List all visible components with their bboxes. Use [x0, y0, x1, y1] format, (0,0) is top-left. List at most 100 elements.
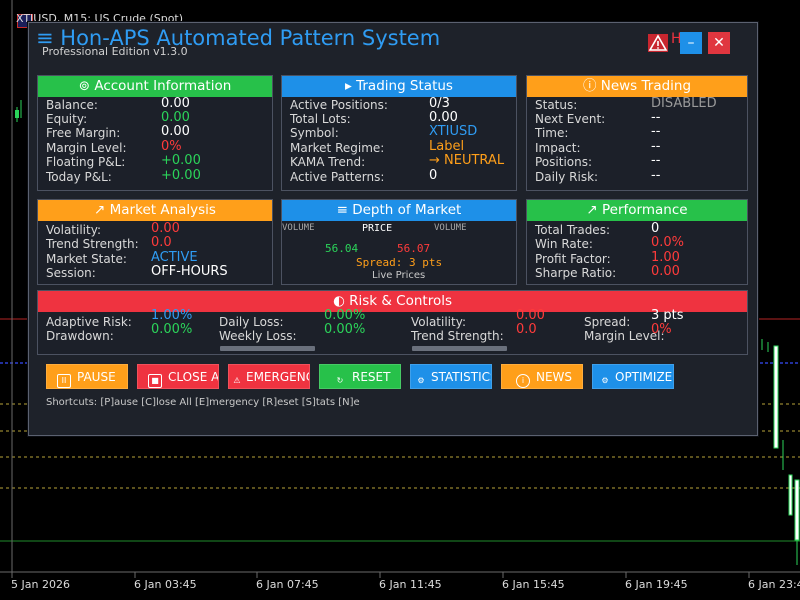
market-label: Trend Strength: [46, 237, 139, 251]
trading-label: Active Positions: [290, 98, 388, 112]
daily-loss-value: 0.00% [324, 308, 366, 323]
shortcuts-hint: Shortcuts: [P]ause [C]lose All [E]mergen… [46, 397, 360, 408]
performance-value: 0 [651, 221, 660, 236]
news-value: -- [651, 139, 661, 154]
risk-label: Volatility: [411, 315, 466, 329]
trend-slider[interactable] [412, 346, 507, 351]
risk-trend-value: 0.0 [516, 322, 537, 337]
market-value: OFF-HOURS [151, 264, 228, 279]
news-button[interactable]: i NEWS [501, 364, 583, 389]
risk-card-title: Risk & Controls [349, 293, 452, 309]
account-value: 0.00 [161, 124, 190, 139]
trading-value: → NEUTRAL [429, 153, 505, 168]
news-value: DISABLED [651, 96, 717, 111]
trading-value: Label [429, 139, 465, 154]
trading-label: Total Lots: [290, 112, 351, 126]
account-card-title: Account Information [94, 78, 232, 94]
time-label: 6 Jan 03:45 [134, 578, 197, 591]
performance-value: 0.0% [651, 235, 685, 250]
trend-up-icon: ↗ [586, 202, 603, 218]
shield-icon: ◐ [332, 293, 350, 309]
news-label: Positions: [535, 155, 593, 169]
time-label: 6 Jan 11:45 [379, 578, 442, 591]
time-label: 6 Jan 23:4 [748, 578, 800, 591]
performance-value: 1.00 [651, 250, 680, 265]
refresh-icon: ↻ [336, 376, 344, 385]
depth-col-volume-right: VOLUME [434, 223, 467, 233]
minimize-button[interactable]: – [680, 32, 702, 54]
news-label: NEWS [536, 370, 573, 384]
reset-button[interactable]: ↻ RESET [319, 364, 401, 389]
news-label: Status: [535, 98, 578, 112]
account-value: 0.00 [161, 110, 190, 125]
market-value: 0.00 [151, 221, 180, 236]
statistics-label: STATISTICS [431, 370, 492, 384]
trading-card: ▸ Trading Status Active Positions: 0/3 T… [281, 75, 517, 191]
emergency-label: EMERGENCY [246, 370, 309, 384]
ask-price: 56.07 [397, 242, 431, 255]
stop-icon: ■ [148, 374, 162, 388]
emergency-button[interactable]: ⚠ EMERGENCY [228, 364, 310, 389]
account-value: 0% [161, 139, 182, 154]
trading-label: Active Patterns: [290, 170, 385, 184]
adaptive-risk-value: 1.00% [151, 308, 193, 323]
news-value: -- [651, 124, 661, 139]
depth-card: ≡ Depth of Market VOLUME PRICE VOLUME 56… [281, 199, 517, 285]
drawdown-value: 0.00% [151, 322, 193, 337]
close-button[interactable]: ✕ [708, 32, 730, 54]
account-card: ⊚ Account Information Balance: 0.00 Equi… [37, 75, 273, 191]
performance-label: Sharpe Ratio: [535, 266, 617, 280]
account-label: Margin Level: [46, 141, 127, 155]
info-icon: ⓘ [582, 78, 601, 94]
news-card-title: News Trading [600, 78, 692, 94]
pause-button[interactable]: II PAUSE [46, 364, 128, 389]
account-label: Today P&L: [46, 170, 112, 184]
trading-card-header: ▸ Trading Status [282, 76, 516, 97]
trading-value: XTIUSD [429, 124, 478, 139]
menu-icon[interactable]: ≡ [36, 26, 54, 50]
pause-icon: II [57, 374, 71, 388]
market-label: Market State: [46, 252, 127, 266]
time-label: 5 Jan 2026 [11, 578, 70, 591]
list-icon: ≡ [336, 202, 353, 218]
news-card-header: ⓘ News Trading [527, 76, 747, 97]
reset-label: RESET [352, 370, 391, 384]
performance-card-title: Performance [602, 202, 688, 218]
warning-icon[interactable] [648, 34, 668, 52]
time-label: 6 Jan 07:45 [256, 578, 319, 591]
risk-label: Trend Strength: [411, 329, 504, 343]
risk-label: Margin Level: [584, 329, 665, 343]
gear-icon: ⚙ [601, 376, 609, 385]
bid-price: 56.04 [325, 242, 359, 255]
performance-card-header: ↗ Performance [527, 200, 747, 221]
loss-slider[interactable] [220, 346, 315, 351]
performance-label: Profit Factor: [535, 252, 611, 266]
info-icon: i [516, 374, 530, 388]
statistics-button[interactable]: ⚙ STATISTICS [410, 364, 492, 389]
spread-text: Spread: 3 pts [356, 256, 443, 269]
market-card-header: ↗ Market Analysis [38, 200, 272, 221]
news-value: -- [651, 168, 661, 183]
risk-label: Adaptive Risk: [46, 315, 132, 329]
optimize-button[interactable]: ⚙ OPTIMIZE [592, 364, 674, 389]
performance-label: Win Rate: [535, 237, 593, 251]
news-value: -- [651, 110, 661, 125]
play-icon: ▸ [345, 78, 357, 94]
trading-card-title: Trading Status [356, 78, 453, 94]
panel-title-text: Hon-APS Automated Pattern System [60, 26, 441, 50]
depth-col-price: PRICE [362, 223, 393, 234]
risk-label: Spread: [584, 315, 631, 329]
close-all-button[interactable]: ■ CLOSE ALL [137, 364, 219, 389]
account-card-header: ⊚ Account Information [38, 76, 272, 97]
optimize-label: OPTIMIZE [615, 370, 673, 384]
depth-card-title: Depth of Market [352, 202, 462, 218]
depth-col-volume-left: VOLUME [282, 223, 315, 233]
panel-title: ≡ Hon-APS Automated Pattern System [36, 26, 440, 50]
market-value: ACTIVE [151, 250, 198, 265]
news-label: Impact: [535, 141, 581, 155]
time-label: 6 Jan 15:45 [502, 578, 565, 591]
trend-up-icon: ↗ [94, 202, 110, 218]
trading-value: 0/3 [429, 96, 450, 111]
risk-volatility-value: 0.00 [516, 308, 545, 323]
performance-label: Total Trades: [535, 223, 610, 237]
